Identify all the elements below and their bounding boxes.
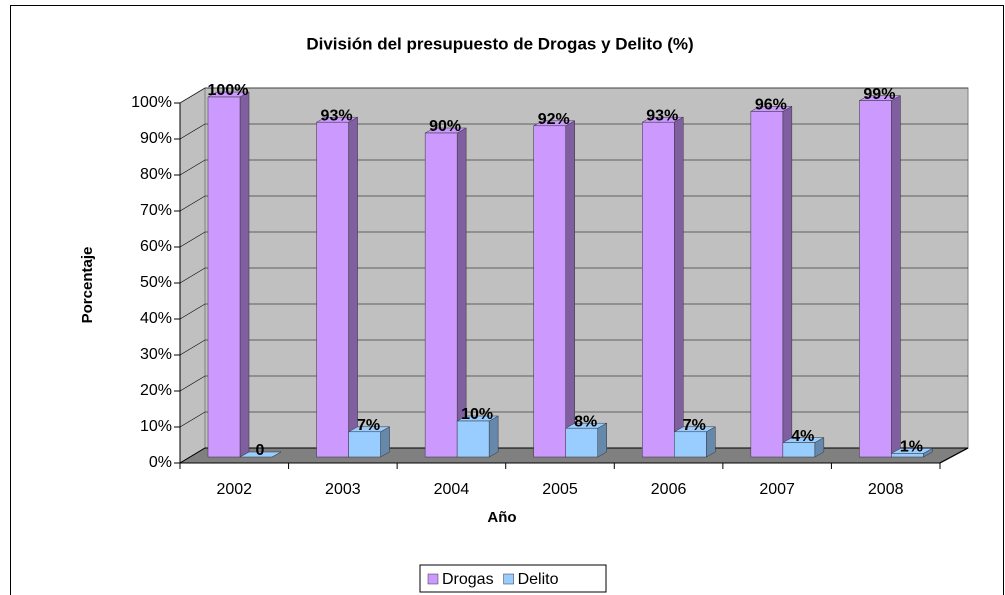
y-tick-label: 30% — [140, 346, 172, 363]
legend-swatch — [503, 573, 514, 585]
x-tick-label: 2004 — [434, 481, 470, 498]
y-axis-label: Porcentaje — [79, 247, 96, 324]
value-label: 4% — [791, 428, 814, 445]
bar-front — [533, 125, 566, 458]
y-tick-label: 90% — [140, 130, 172, 147]
y-tick-label: 60% — [140, 238, 172, 255]
bar-side — [674, 116, 684, 458]
bar — [424, 127, 468, 458]
value-label: 96% — [755, 97, 787, 114]
bar-front — [642, 121, 675, 458]
y-tick-label: 20% — [140, 382, 172, 399]
x-tick-label: 2003 — [325, 481, 361, 498]
y-tick-label: 10% — [140, 418, 172, 435]
bar — [315, 116, 359, 458]
x-tick-label: 2005 — [542, 481, 578, 498]
bar — [858, 95, 902, 458]
bar-front — [750, 111, 784, 458]
bar-front — [207, 96, 241, 458]
bar-side — [565, 120, 575, 458]
grid-line — [179, 87, 968, 104]
grid-line — [179, 123, 968, 140]
value-label: 8% — [574, 413, 597, 430]
bar-side — [597, 422, 607, 458]
bar — [564, 422, 608, 458]
bar — [456, 415, 500, 458]
grid-line — [179, 231, 968, 248]
bar — [532, 120, 576, 458]
y-tick-label: 50% — [140, 274, 172, 291]
bar — [239, 451, 282, 458]
bar — [673, 426, 717, 458]
x-tick-label: 2006 — [651, 481, 687, 498]
bar-front — [859, 100, 892, 458]
legend-label: Delito — [518, 571, 559, 588]
bar-front — [456, 420, 490, 458]
grid-line — [179, 339, 968, 356]
bar — [781, 437, 825, 458]
grid-line — [179, 267, 968, 284]
bar-front — [316, 121, 349, 458]
value-label: 1% — [900, 439, 923, 456]
bar-front — [565, 427, 598, 458]
value-label: 92% — [538, 111, 570, 128]
value-label: 100% — [208, 82, 249, 99]
bar-side — [348, 116, 358, 458]
legend-label: Drogas — [442, 571, 494, 588]
bar — [207, 91, 250, 458]
legend-swatch — [427, 573, 439, 585]
value-label: 7% — [683, 417, 706, 434]
bar — [749, 105, 793, 458]
grid-line — [179, 195, 968, 212]
chart-title: División del presupuesto de Drogas y Del… — [306, 34, 693, 53]
bar-top — [239, 451, 282, 458]
value-label: 99% — [863, 86, 895, 103]
bar-side — [782, 105, 793, 458]
value-label: 90% — [429, 118, 461, 135]
y-tick-label: 0% — [149, 454, 172, 471]
x-axis-depth — [939, 447, 969, 464]
y-tick-label: 40% — [140, 310, 172, 327]
grid-line — [179, 375, 968, 392]
grid-line — [179, 411, 968, 428]
value-label: 7% — [357, 417, 380, 434]
y-tick-label: 100% — [131, 94, 172, 111]
value-label: 0 — [256, 442, 265, 459]
x-tick-label: 2002 — [216, 481, 252, 498]
value-label: 93% — [321, 107, 353, 124]
x-tick-label: 2007 — [759, 481, 795, 498]
value-label: 10% — [461, 406, 493, 423]
bar-front — [424, 132, 458, 458]
bar-front — [891, 453, 924, 458]
bar-side — [891, 95, 901, 458]
y-tick-label: 70% — [140, 202, 172, 219]
bar-front — [782, 442, 816, 458]
bar-front — [674, 431, 707, 458]
x-tick-label: 2008 — [868, 481, 904, 498]
bar — [890, 447, 934, 458]
grid-line — [179, 303, 968, 320]
bar — [641, 116, 685, 458]
bar-side — [239, 91, 250, 458]
y-tick-label: 80% — [140, 166, 172, 183]
x-axis-label: Año — [487, 509, 516, 526]
value-label: 93% — [646, 107, 678, 124]
bar-front — [348, 431, 381, 458]
bar — [347, 426, 391, 458]
grid-line — [179, 159, 968, 176]
